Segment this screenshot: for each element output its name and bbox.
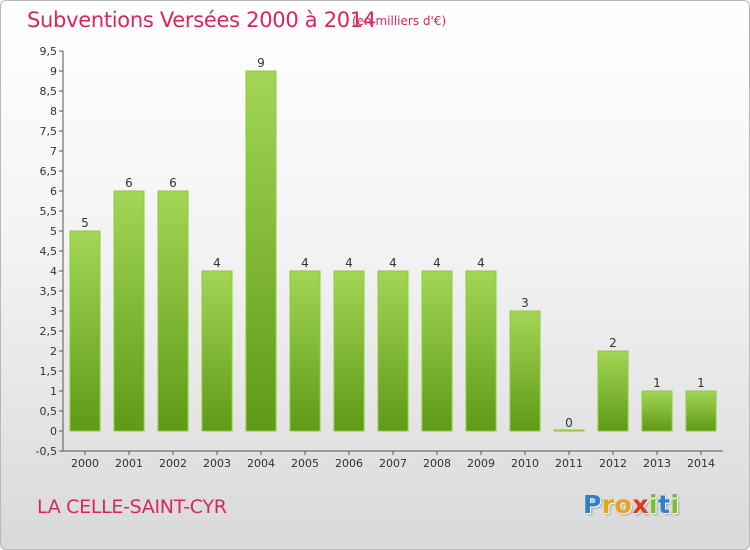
- data-label: 4: [345, 256, 353, 270]
- y-tick-label: 6: [50, 185, 57, 198]
- y-tick-label: 1,5: [40, 365, 58, 378]
- bar: [465, 270, 497, 432]
- logo-letter: r: [601, 490, 615, 519]
- data-label: 1: [697, 376, 705, 390]
- x-tick-label: 2001: [115, 457, 143, 470]
- data-label: 1: [653, 376, 661, 390]
- logo-letter: o: [614, 490, 633, 519]
- bar: [69, 230, 101, 432]
- data-label: 4: [301, 256, 309, 270]
- commune-name: LA CELLE-SAINT-CYR: [37, 496, 227, 518]
- bar: [509, 310, 541, 432]
- y-tick-label: 5,5: [40, 205, 58, 218]
- x-tick-label: 2012: [599, 457, 627, 470]
- proxiti-logo[interactable]: Proxiti: [583, 490, 680, 519]
- y-tick-label: 6,5: [40, 165, 58, 178]
- y-axis: -0,5 0 0,5 1 1,5 2 2,5 3 3,5 4 4,5 5 5,5 6 6,5 7 7,5 8 8,5…: [36, 45, 64, 458]
- bar: [333, 270, 365, 432]
- bar: [201, 270, 233, 432]
- data-labels: 5 6 6 4 9 4 4 4 4 4 3 0 2 1 1: [81, 56, 705, 430]
- y-tick-label: 0,5: [40, 405, 58, 418]
- x-tick-label: 2010: [511, 457, 539, 470]
- data-label: 4: [477, 256, 485, 270]
- x-axis: 2000 2001 2002 2003 2004 2005 2006 2007 2008 2009…: [63, 450, 723, 470]
- chart-title: Subventions Versées 2000 à 2014: [27, 8, 376, 32]
- data-label: 2: [609, 336, 617, 350]
- y-tick-label: 1: [50, 385, 57, 398]
- bar: [553, 429, 585, 432]
- data-label: 5: [81, 216, 89, 230]
- data-label: 6: [125, 176, 133, 190]
- bar: [289, 270, 321, 432]
- data-label: 6: [169, 176, 177, 190]
- x-tick-label: 2003: [203, 457, 231, 470]
- x-tick-label: 2009: [467, 457, 495, 470]
- x-tick-label: 2004: [247, 457, 275, 470]
- x-tick-label: 2008: [423, 457, 451, 470]
- bar: [421, 270, 453, 432]
- bar: [157, 190, 189, 432]
- logo-letter: i: [649, 490, 659, 519]
- data-label: 0: [565, 416, 573, 430]
- x-tick-label: 2005: [291, 457, 319, 470]
- y-tick-label: 3: [50, 305, 57, 318]
- data-label: 9: [257, 56, 265, 70]
- data-label: 3: [521, 296, 529, 310]
- bar: [597, 350, 629, 432]
- logo-letter: x: [632, 490, 649, 519]
- y-tick-label: 7: [50, 145, 57, 158]
- bar: [245, 70, 277, 432]
- y-tick-label: 0: [50, 425, 57, 438]
- bar: [113, 190, 145, 432]
- y-tick-label: 9: [50, 65, 57, 78]
- x-tick-label: 2013: [643, 457, 671, 470]
- y-tick-label: 2,5: [40, 325, 58, 338]
- data-label: 4: [213, 256, 221, 270]
- x-tick-label: 2002: [159, 457, 187, 470]
- y-tick-label: 3,5: [40, 285, 58, 298]
- x-tick-label: 2007: [379, 457, 407, 470]
- y-tick-label: -0,5: [36, 445, 57, 458]
- bar: [641, 390, 673, 432]
- x-tick-label: 2014: [687, 457, 715, 470]
- y-tick-label: 8,5: [40, 85, 58, 98]
- logo-letter: P: [583, 490, 602, 519]
- bar: [377, 270, 409, 432]
- data-label: 4: [389, 256, 397, 270]
- y-tick-label: 5: [50, 225, 57, 238]
- y-tick-label: 4: [50, 265, 57, 278]
- bars: [69, 70, 717, 432]
- logo-letter: t: [658, 490, 671, 519]
- logo-letter: i: [670, 490, 680, 519]
- y-tick-label: 9,5: [40, 45, 58, 58]
- y-tick-label: 8: [50, 105, 57, 118]
- x-tick-label: 2011: [555, 457, 583, 470]
- x-tick-label: 2006: [335, 457, 363, 470]
- y-tick-label: 4,5: [40, 245, 58, 258]
- y-tick-label: 7,5: [40, 125, 58, 138]
- x-tick-label: 2000: [71, 457, 99, 470]
- y-tick-label: 2: [50, 345, 57, 358]
- bar: [685, 390, 717, 432]
- chart-subtitle: (en milliers d'€): [352, 14, 447, 28]
- data-label: 4: [433, 256, 441, 270]
